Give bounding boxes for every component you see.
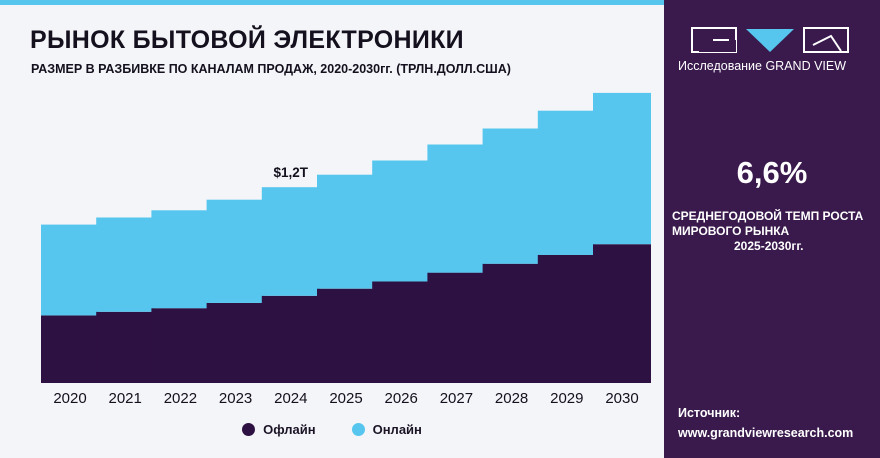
x-tick-label-2029: 2029 (550, 390, 583, 407)
chart-subtitle: РАЗМЕР В РАЗБИВКЕ ПО КАНАЛАМ ПРОДАЖ, 202… (31, 62, 511, 76)
x-tick-label-2025: 2025 (329, 390, 362, 407)
cagr-label-line1: СРЕДНЕГОДОВОЙ ТЕМП РОСТА (672, 209, 864, 223)
stacked-bar-chart: 2020 2021 2022 2023 2024 2025 2026 2027 2028 2029… (41, 92, 651, 407)
bar-offline-2028 (482, 263, 541, 383)
bar-offline-2025 (317, 288, 375, 383)
bar-online-2021 (96, 217, 155, 312)
cagr-label-line2: МИРОВОГО РЫНКА (672, 224, 790, 238)
grand-view-logo (691, 27, 849, 53)
bar-online-2026 (372, 160, 431, 282)
legend-label-offline: Офлайн (263, 422, 316, 437)
bar-offline-2021 (96, 311, 155, 383)
legend-label-online: Онлайн (372, 422, 422, 437)
bar-online-2022 (151, 210, 210, 309)
x-tick-label-2023: 2023 (219, 390, 252, 407)
bar-online-2025 (317, 174, 375, 289)
bar-offline-2022 (151, 308, 210, 383)
bar-offline-2024 (261, 295, 320, 383)
bar-online-2030 (593, 92, 651, 245)
bar-online-2024 (261, 187, 320, 296)
x-tick-label-2026: 2026 (385, 390, 418, 407)
bar-offline-2027 (427, 272, 486, 383)
x-tick-label-2022: 2022 (164, 390, 197, 407)
x-tick-label-2028: 2028 (495, 390, 528, 407)
legend-swatch-offline (242, 423, 256, 436)
cagr-value: 6,6% (736, 155, 808, 190)
legend-item-offline: Офлайн (242, 422, 316, 437)
source-label: Источник: (678, 406, 741, 420)
x-tick-label-2027: 2027 (440, 390, 473, 407)
bar-online-2020 (41, 224, 99, 316)
source-link[interactable]: www.grandviewresearch.com (678, 426, 854, 440)
bar-online-2023 (206, 199, 265, 303)
cagr-label-line3: 2025-2030гг. (734, 239, 804, 253)
bar-online-2027 (427, 144, 486, 273)
chart-title: РЫНОК БЫТОВОЙ ЭЛЕКТРОНИКИ (30, 26, 464, 54)
x-tick-label-2020: 2020 (53, 390, 86, 407)
bar-offline-2026 (372, 281, 431, 383)
bar-offline-2029 (537, 254, 596, 383)
bar-offline-2023 (206, 302, 265, 383)
legend-swatch-online (351, 423, 365, 436)
cagr-label: СРЕДНЕГОДОВОЙ ТЕМП РОСТА МИРОВОГО РЫНКА … (672, 209, 876, 254)
x-tick-label-2021: 2021 (109, 390, 142, 407)
brand-name: Исследование GRAND VIEW (678, 59, 847, 73)
bar-online-2029 (537, 110, 596, 255)
bar-offline-2020 (41, 315, 99, 383)
accent-line (0, 0, 664, 5)
x-tick-label-2024: 2024 (274, 390, 307, 407)
bar-offline-2030 (593, 244, 651, 383)
x-tick-label-2030: 2030 (605, 390, 638, 407)
chart-legend: Офлайн Онлайн (0, 422, 664, 437)
annotation-2024: $1,2T (274, 165, 309, 180)
bar-online-2028 (482, 128, 541, 264)
legend-item-online: Онлайн (351, 422, 422, 437)
side-panel: Исследование GRAND VIEW 6,6% СРЕДНЕГОДОВ… (664, 0, 880, 458)
